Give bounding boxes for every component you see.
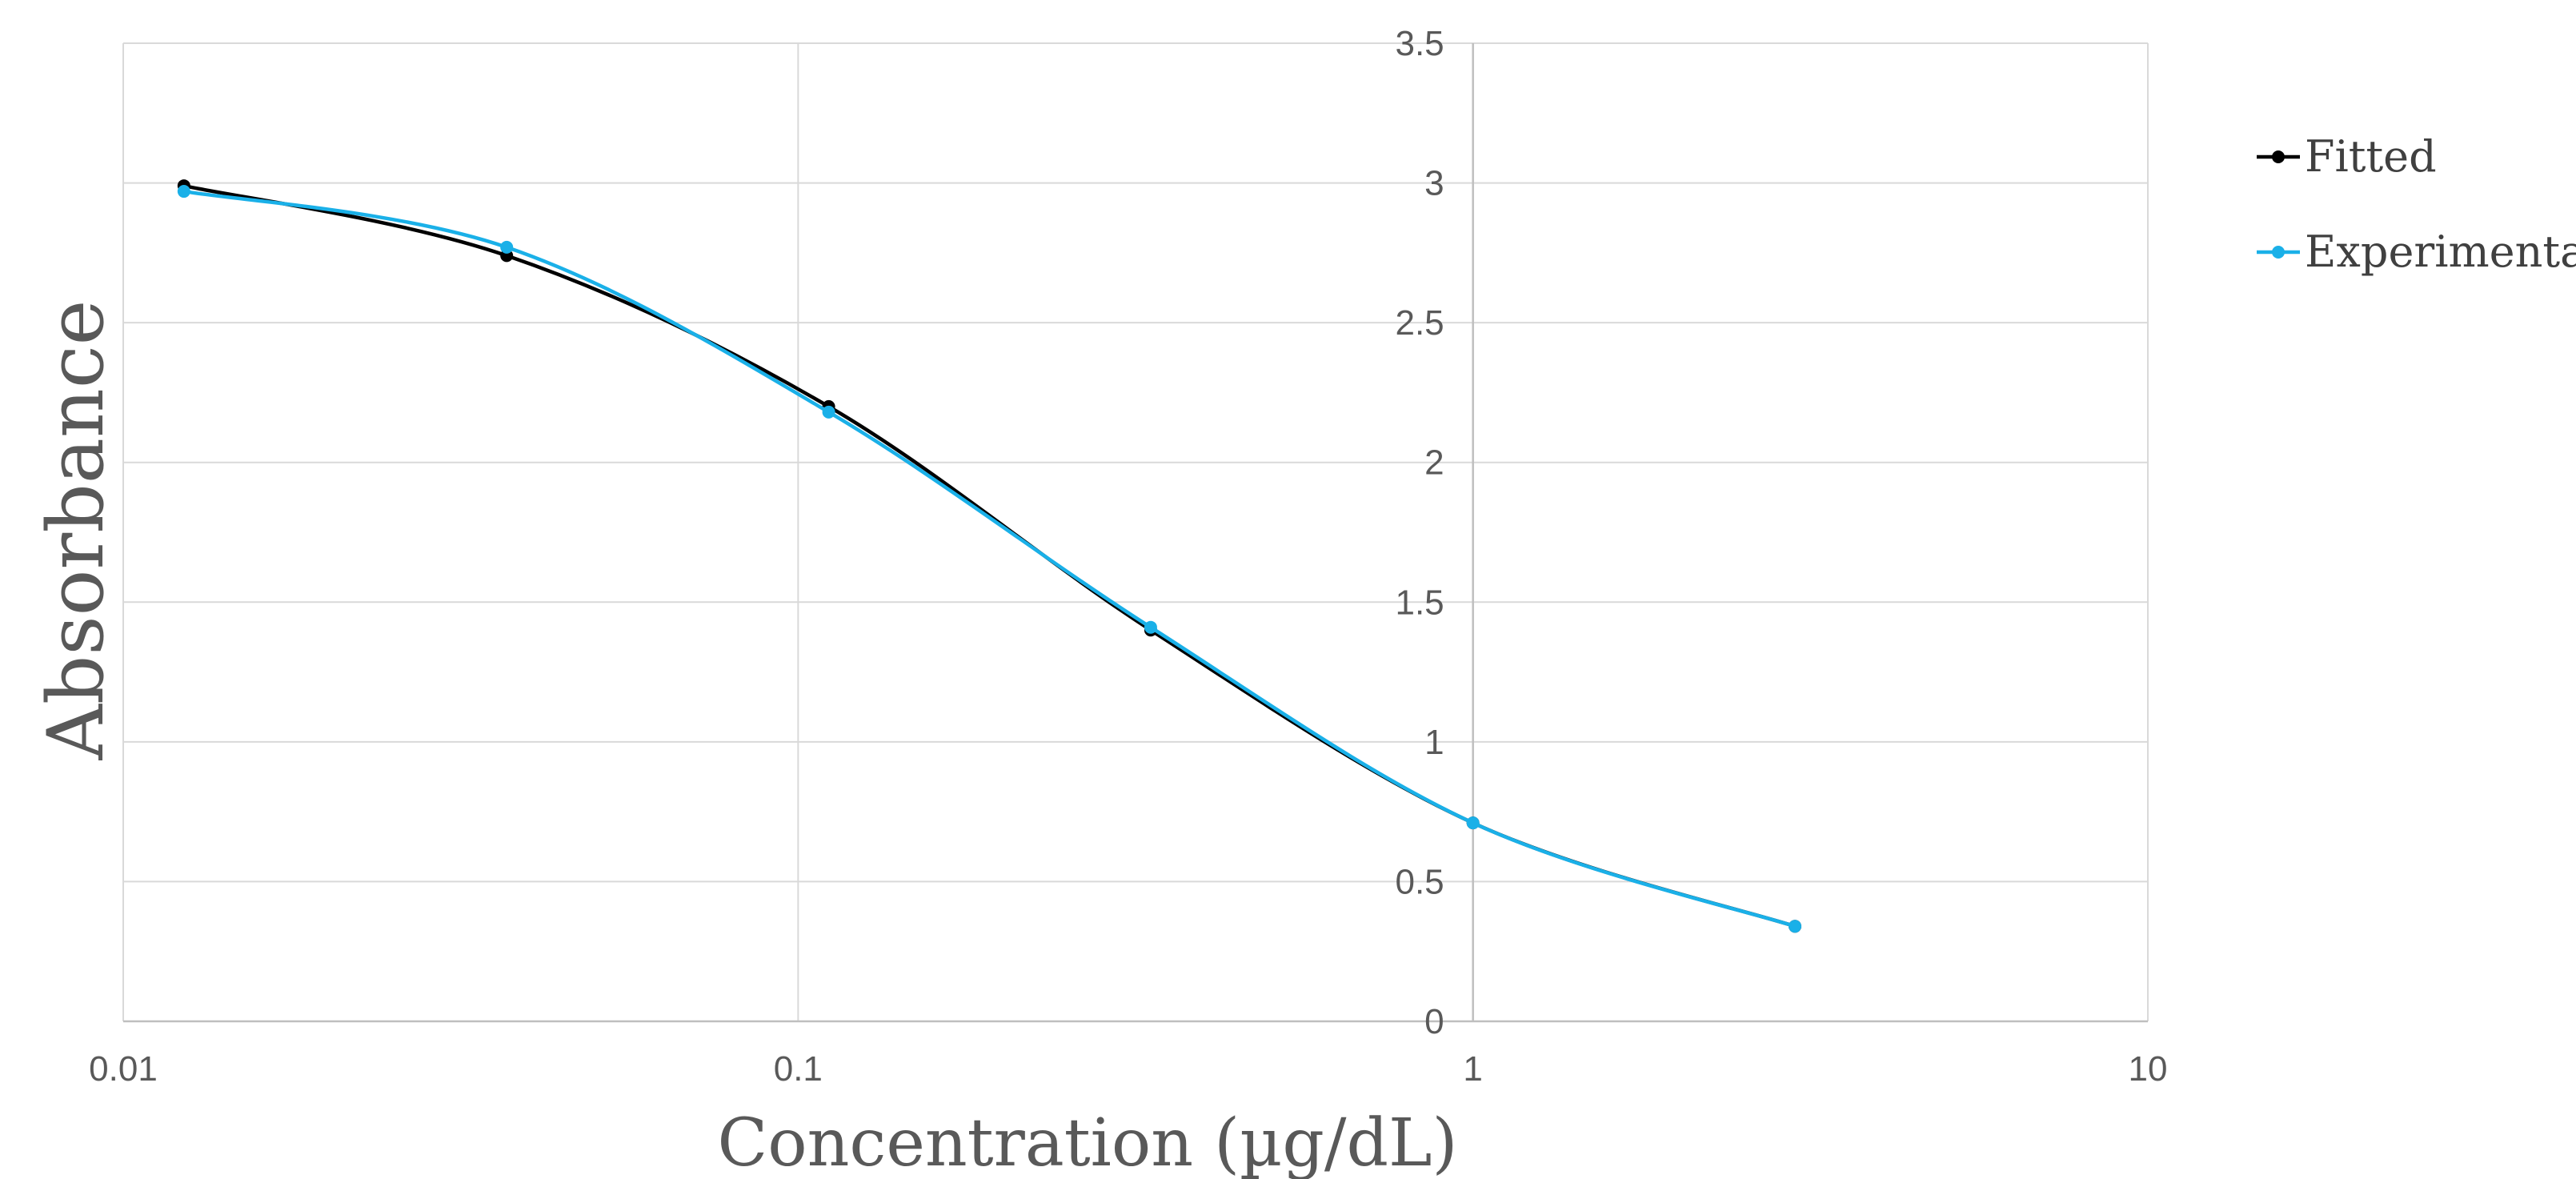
data-point-experimental	[500, 240, 514, 254]
y-tick-label: 0	[1424, 1002, 1444, 1041]
data-point-experimental	[177, 185, 190, 199]
data-point-experimental	[1144, 620, 1157, 634]
x-tick-label: 0.1	[774, 1049, 823, 1089]
y-tick-label: 1	[1424, 723, 1444, 762]
series-fitted	[177, 179, 1802, 933]
x-tick-label: 10	[2129, 1049, 2168, 1089]
x-axis-title: Concentration (µg/dL)	[718, 1105, 1458, 1179]
axes: 0.01 0.1 1 10 0 0.5 1 1.5 2 2.5 3 3.5	[89, 24, 2167, 1089]
data-point-experimental	[1789, 920, 1802, 933]
x-tick-label: 1	[1463, 1049, 1482, 1089]
series-line-experimental	[183, 189, 1796, 928]
y-tick-label: 2.5	[1395, 303, 1444, 343]
y-tick-label: 3	[1424, 164, 1444, 203]
data-point-experimental	[1466, 816, 1480, 830]
data-point-experimental	[822, 405, 835, 419]
y-tick-label: 0.5	[1395, 862, 1444, 901]
y-tick-label: 3.5	[1395, 24, 1444, 63]
legend: Fitted Experimental	[2257, 131, 2576, 277]
y-tick-label: 1.5	[1395, 583, 1444, 622]
legend-label-fitted: Fitted	[2305, 131, 2437, 182]
y-axis-title: Absorbance	[31, 300, 121, 761]
series-line-fitted	[183, 183, 1796, 928]
legend-marker-fitted	[2272, 150, 2285, 163]
legend-item-fitted: Fitted	[2257, 131, 2437, 182]
legend-label-experimental: Experimental	[2305, 227, 2576, 277]
series-layer	[177, 179, 1802, 933]
x-tick-label: 0.01	[89, 1049, 158, 1089]
legend-marker-experimental	[2272, 246, 2285, 259]
series-experimental	[177, 185, 1802, 933]
y-tick-label: 2	[1424, 443, 1444, 483]
legend-item-experimental: Experimental	[2257, 227, 2576, 277]
gridlines	[122, 42, 2149, 1022]
